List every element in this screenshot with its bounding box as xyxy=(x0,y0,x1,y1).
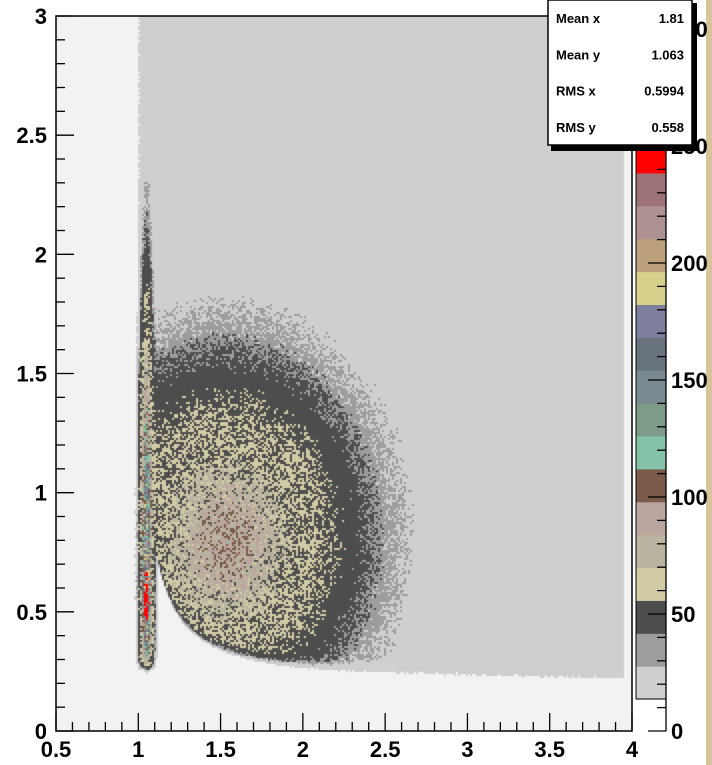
stats-box-frame xyxy=(547,0,693,146)
x-tick-label: 0.5 xyxy=(41,737,72,762)
x-tick-label: 1 xyxy=(132,737,144,762)
palette-band xyxy=(636,370,666,404)
y-tick-label: 2.5 xyxy=(16,123,47,148)
palette-band xyxy=(636,633,666,667)
y-tick-label: 3 xyxy=(35,4,47,29)
palette-band xyxy=(636,435,666,470)
palette-band xyxy=(636,271,666,306)
stats-label: RMS y xyxy=(556,120,597,135)
stats-label: RMS x xyxy=(556,84,597,99)
x-tick-label: 3 xyxy=(461,737,473,762)
stats-rows: Mean x 1.81 Mean y 1.063 RMS x 0.5994 RMS y 0.5… xyxy=(556,11,685,135)
z-tick-label: 200 xyxy=(671,251,708,276)
y-tick-label: 1 xyxy=(35,481,47,506)
stats-value: 1.063 xyxy=(651,47,684,62)
color-palette xyxy=(635,139,667,700)
palette-band xyxy=(636,337,666,371)
z-tick-label: 150 xyxy=(671,368,708,393)
y-tick-label: 2 xyxy=(35,242,47,267)
palette-band xyxy=(636,501,666,536)
y-tick-label: 1.5 xyxy=(16,362,47,387)
stats-value: 0.558 xyxy=(651,120,684,135)
palette-band xyxy=(636,534,666,569)
x-tick-label: 2.5 xyxy=(370,737,401,762)
plot-area xyxy=(55,15,633,732)
x-tick-label: 2 xyxy=(297,737,309,762)
y-axis: 0 0.5 1 1.5 2 2.5 3 xyxy=(16,4,74,744)
x-tick-label: 1.5 xyxy=(205,737,236,762)
canvas-edge xyxy=(706,0,712,765)
palette-band xyxy=(636,403,666,437)
stats-box[interactable]: Mean x 1.81 Mean y 1.063 RMS x 0.5994 RMS y 0.5… xyxy=(547,0,697,151)
y-tick-label: 0 xyxy=(35,719,47,744)
z-tick-label: 50 xyxy=(671,602,695,627)
z-tick-label: 0 xyxy=(671,719,683,744)
heatmap-cells xyxy=(56,16,632,731)
stats-label: Mean y xyxy=(556,47,601,62)
stats-label: Mean x xyxy=(556,11,601,26)
x-axis: 0.5 1 1.5 2 2.5 3 3.5 4 xyxy=(41,713,639,762)
y-tick-label: 0.5 xyxy=(16,600,47,625)
palette-band xyxy=(636,567,666,601)
palette-band xyxy=(636,205,666,240)
palette-band xyxy=(636,238,666,273)
palette-band xyxy=(636,666,666,700)
x-tick-label: 4 xyxy=(626,737,639,762)
stats-value: 1.81 xyxy=(659,11,684,26)
z-tick-label: 100 xyxy=(671,485,708,510)
x-tick-label: 3.5 xyxy=(534,737,565,762)
palette-band xyxy=(636,172,666,207)
palette-band xyxy=(636,600,666,634)
stats-value: 0.5994 xyxy=(644,84,685,99)
